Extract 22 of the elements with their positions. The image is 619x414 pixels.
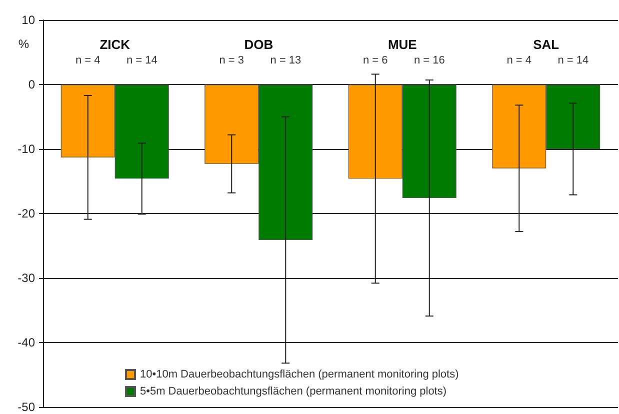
x-tick-label: DOB bbox=[244, 37, 274, 52]
y-tick-label: 0 bbox=[28, 78, 36, 92]
annotation: n = 4 bbox=[506, 54, 532, 66]
y-tick-label: -40 bbox=[18, 336, 36, 350]
annotation: n = 4 bbox=[75, 54, 100, 66]
annotation: n = 16 bbox=[414, 54, 445, 66]
y-tick-label: 10 bbox=[22, 13, 36, 27]
y-tick-label: -20 bbox=[18, 206, 36, 220]
y-tick-label: -50 bbox=[18, 400, 36, 414]
y-tick-label: -30 bbox=[18, 271, 36, 285]
x-tick-label: ZICK bbox=[100, 37, 131, 52]
x-tick-label: SAL bbox=[533, 37, 560, 52]
x-tick-label: MUE bbox=[388, 37, 418, 52]
annotation: n = 13 bbox=[270, 54, 302, 66]
annotation: n = 14 bbox=[126, 54, 158, 66]
annotation: n = 6 bbox=[362, 54, 388, 66]
legend-label: 10•10m Dauerbeobachtungsflächen (permanent monitoring plots) bbox=[140, 368, 459, 380]
y-axis-title: % bbox=[18, 37, 30, 51]
annotation: n = 14 bbox=[558, 54, 589, 66]
annotation: n = 3 bbox=[219, 54, 244, 66]
legend-label: 5•5m Dauerbeobachtungsflächen (permanent monitoring plots) bbox=[140, 386, 447, 398]
y-tick-label: -10 bbox=[18, 142, 36, 156]
